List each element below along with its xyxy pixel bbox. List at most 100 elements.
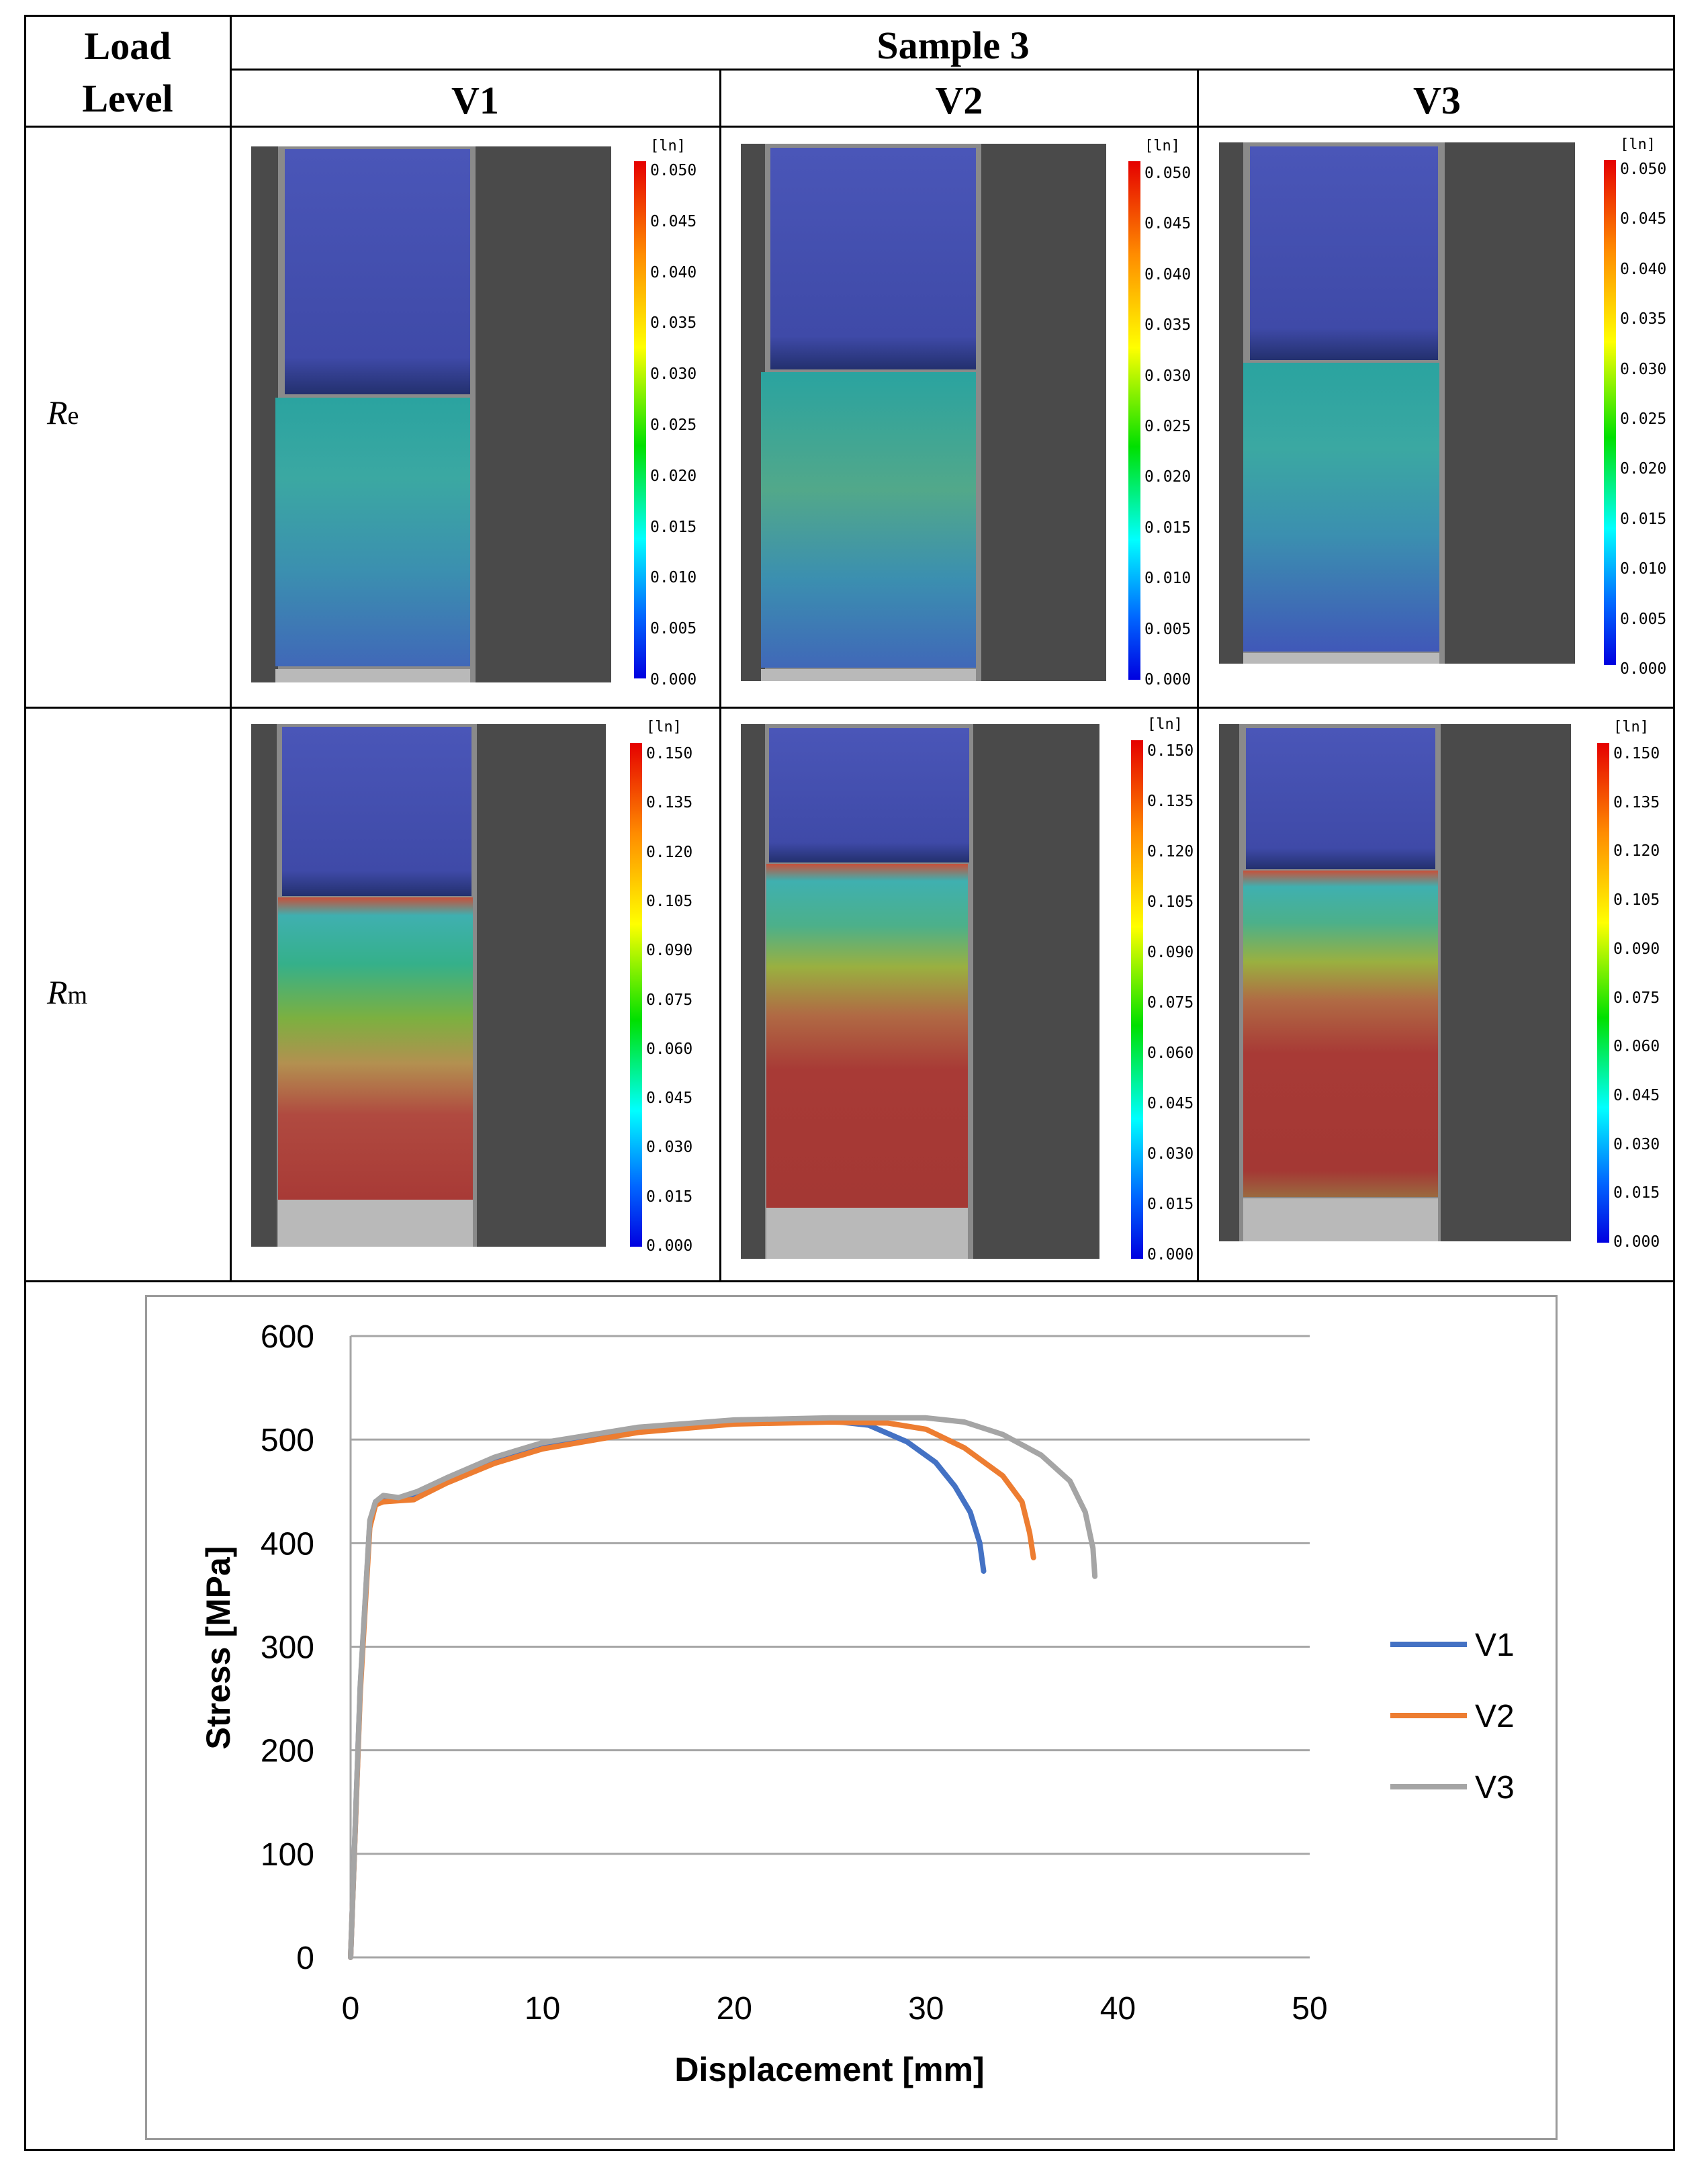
x-tick-label: 50 — [1292, 1991, 1327, 2027]
y-tick-label: 300 — [261, 1630, 314, 1666]
x-tick-label: 10 — [525, 1991, 560, 2027]
colorbar-tick-label: 0.025 — [1620, 410, 1667, 428]
stress-displacement-chart — [145, 1295, 1558, 2140]
colorbar-tick-label: 0.015 — [1144, 519, 1192, 537]
colorbar-rm-v2 — [1131, 740, 1143, 1259]
variant-header-v3: V3 — [1413, 79, 1461, 122]
colorbar-tick-label: 0.120 — [1147, 843, 1194, 860]
dic-image-re-v2 — [741, 144, 1106, 681]
y-tick-label: 0 — [296, 1941, 314, 1976]
colorbar-tick-label: 0.015 — [650, 518, 697, 536]
row-label-re-base: R — [47, 394, 68, 431]
colorbar-tick-label: 0.045 — [1620, 210, 1667, 228]
x-tick-label: 30 — [908, 1991, 944, 2027]
y-tick-labels: 0 100 200 300 400 500 600 — [261, 1319, 314, 1976]
colorbar-tick-label: 0.150 — [646, 745, 693, 762]
y-tick-label: 500 — [261, 1423, 314, 1458]
colorbar-tick-label: 0.040 — [1620, 260, 1667, 278]
colorbar-unit-rm-v3: [ln] — [1613, 719, 1649, 736]
colorbar-tick-label: 0.135 — [646, 794, 693, 812]
colorbar-tick-label: 0.000 — [650, 671, 697, 689]
colorbar-tick-label: 0.075 — [1613, 989, 1660, 1007]
colorbar-tick-label: 0.000 — [1144, 671, 1192, 689]
chart-gridlines — [349, 1335, 1310, 1959]
colorbar-tick-label: 0.015 — [1147, 1196, 1194, 1213]
colorbar-tick-label: 0.050 — [1620, 161, 1667, 178]
colorbar-tick-label: 0.035 — [1620, 310, 1667, 328]
colorbar-unit-re-v2: [ln] — [1144, 138, 1180, 154]
colorbar-tick-label: 0.010 — [1144, 570, 1192, 588]
colorbar-tick-label: 0.150 — [1147, 742, 1194, 760]
colorbar-tick-label: 0.000 — [1147, 1246, 1194, 1263]
colorbar-re-v1 — [634, 161, 646, 678]
series-line-v1 — [348, 1418, 987, 1960]
colorbar-tick-label: 0.015 — [1613, 1184, 1660, 1202]
row-label-re-sub: e — [67, 402, 79, 430]
variant-header-v1: V1 — [451, 79, 499, 122]
colorbar-tick-label: 0.060 — [646, 1040, 693, 1058]
colorbar-tick-label: 0.020 — [650, 467, 697, 485]
colorbar-tick-label: 0.135 — [1147, 793, 1194, 810]
dic-image-re-v3 — [1219, 142, 1575, 664]
colorbar-tick-label: 0.090 — [1147, 944, 1194, 961]
chart-series — [348, 1415, 1098, 1960]
y-tick-label: 200 — [261, 1734, 314, 1769]
y-tick-label: 600 — [261, 1319, 314, 1355]
row-divider — [24, 707, 1675, 709]
dic-image-rm-v3 — [1219, 724, 1571, 1241]
dic-image-re-v1 — [251, 146, 611, 682]
colorbar-tick-label: 0.015 — [646, 1188, 693, 1206]
y-axis-label: Stress [MPa] — [199, 1546, 237, 1750]
dic-image-rm-v1 — [251, 724, 606, 1247]
row-label-rm-base: R — [47, 973, 68, 1011]
sample-header: Sample 3 — [877, 24, 1030, 67]
y-tick-label: 100 — [261, 1837, 314, 1873]
colorbar-tick-label: 0.045 — [646, 1090, 693, 1108]
x-tick-label: 40 — [1100, 1991, 1136, 2027]
colorbar-unit-re-v3: [ln] — [1620, 136, 1656, 153]
colorbar-unit-rm-v1: [ln] — [646, 719, 682, 736]
colorbar-tick-label: 0.035 — [1144, 316, 1192, 335]
v1-v2-column-rule — [719, 69, 721, 1282]
colorbar-unit-re-v1: [ln] — [650, 138, 686, 154]
colorbar-tick-label: 0.075 — [646, 991, 693, 1009]
colorbar-tick-label: 0.015 — [1620, 510, 1667, 528]
figure-table — [24, 15, 1675, 2151]
v2-v3-column-rule — [1197, 69, 1199, 1282]
colorbar-tick-label: 0.060 — [1613, 1038, 1660, 1056]
legend-label-v3: V3 — [1475, 1770, 1515, 1806]
colorbar-tick-label: 0.000 — [1620, 660, 1667, 678]
colorbar-tick-label: 0.010 — [650, 569, 697, 587]
colorbar-tick-label: 0.030 — [650, 365, 697, 384]
row-label-re: Re — [47, 393, 79, 432]
row-label-rm-sub: m — [67, 981, 88, 1010]
colorbar-tick-label: 0.060 — [1147, 1045, 1194, 1062]
series-line-v3 — [348, 1415, 1098, 1960]
colorbar-tick-label: 0.045 — [650, 212, 697, 230]
colorbar-tick-label: 0.030 — [1613, 1135, 1660, 1153]
legend-label-v1: V1 — [1475, 1628, 1515, 1663]
colorbar-re-v3 — [1604, 160, 1616, 665]
colorbar-tick-label: 0.000 — [1613, 1233, 1660, 1251]
colorbar-tick-label: 0.005 — [650, 620, 697, 638]
chart-top-rule — [24, 1280, 1675, 1282]
colorbar-tick-label: 0.105 — [646, 892, 693, 910]
colorbar-tick-label: 0.010 — [1620, 560, 1667, 578]
chart-legend: V1 V2 V3 — [1390, 1628, 1515, 1806]
y-tick-label: 400 — [261, 1526, 314, 1562]
row-label-rm: Rm — [47, 973, 87, 1012]
colorbar-tick-label: 0.045 — [1613, 1086, 1660, 1104]
colorbar-unit-rm-v2: [ln] — [1147, 716, 1183, 733]
colorbar-tick-label: 0.105 — [1147, 893, 1194, 911]
colorbar-tick-label: 0.105 — [1613, 891, 1660, 910]
variant-header-v2: V2 — [935, 79, 983, 122]
colorbar-tick-label: 0.045 — [1144, 215, 1192, 233]
colorbar-tick-label: 0.120 — [1613, 842, 1660, 860]
colorbar-tick-label: 0.030 — [1147, 1145, 1194, 1163]
colorbar-tick-label: 0.050 — [1144, 165, 1192, 182]
x-axis-label: Displacement [mm] — [674, 2051, 984, 2088]
load-level-header: Load Level — [82, 24, 173, 120]
header-bottom-rule — [24, 126, 1675, 128]
colorbar-tick-label: 0.090 — [1613, 940, 1660, 958]
colorbar-rm-v1 — [630, 743, 642, 1247]
